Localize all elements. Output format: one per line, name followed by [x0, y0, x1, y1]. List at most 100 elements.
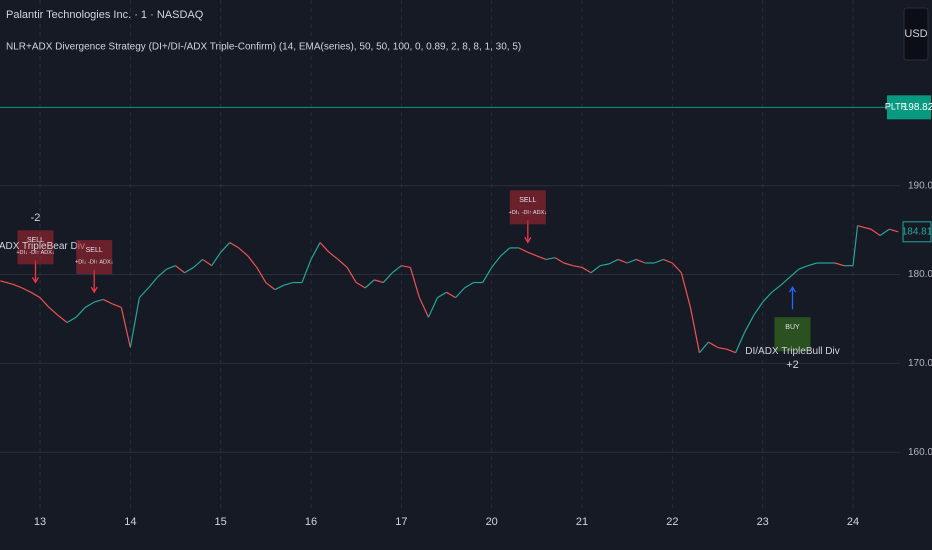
- price-segment: [265, 282, 276, 291]
- signal-detail: +DI↓ -DI↑ ADX↓: [509, 210, 548, 216]
- x-tick-label: 15: [215, 516, 227, 528]
- x-tick-label: 20: [486, 516, 498, 528]
- price-segment: [888, 228, 899, 233]
- price-segment: [84, 301, 95, 308]
- x-tick-label: 22: [666, 516, 678, 528]
- price-segment: [328, 251, 339, 260]
- signal-box[interactable]: [774, 317, 811, 352]
- price-segment: [807, 262, 818, 267]
- price-segment: [184, 266, 194, 274]
- price-segment: [120, 307, 131, 348]
- price-segment: [735, 332, 746, 353]
- symbol-tag-label: PLTR: [885, 102, 908, 112]
- price-segment: [671, 262, 682, 274]
- price-segment: [418, 297, 429, 318]
- x-tick-label: 17: [395, 516, 407, 528]
- reference-tag-label: 198.82: [903, 102, 932, 113]
- price-segment: [0, 280, 14, 285]
- price-segment: [102, 298, 113, 305]
- price-segment: [680, 272, 692, 308]
- price-segment: [355, 282, 366, 289]
- price-segment: [689, 307, 701, 353]
- price-segment: [364, 279, 375, 289]
- price-segment: [346, 267, 357, 283]
- price-segment: [554, 257, 565, 264]
- price-segment: [852, 225, 859, 266]
- price-segment: [581, 266, 592, 274]
- price-segment: [409, 267, 420, 298]
- signal-qty: -2: [31, 212, 41, 224]
- price-segment: [247, 255, 258, 268]
- price-segment: [771, 284, 782, 293]
- price-segment: [301, 259, 312, 283]
- price-segment: [147, 276, 158, 289]
- chart-title: Palantir Technologies Inc. · 1 · NASDAQ: [6, 9, 204, 21]
- price-segment: [401, 265, 411, 269]
- price-segment: [48, 306, 59, 316]
- signal-text: DI/ADX TripleBear Div: [0, 241, 85, 252]
- price-segment: [834, 262, 845, 267]
- price-segment: [744, 315, 755, 333]
- price-segment: [572, 265, 583, 269]
- price-segment: [608, 258, 619, 265]
- signal-box[interactable]: [76, 240, 113, 275]
- x-tick-label: 21: [576, 516, 588, 528]
- price-segment: [699, 341, 709, 354]
- price-segment: [753, 301, 764, 316]
- currency-label: USD: [904, 28, 927, 40]
- price-segment: [283, 281, 294, 286]
- x-tick-label: 23: [757, 516, 769, 528]
- price-segment: [238, 247, 249, 257]
- price-segment: [536, 255, 547, 261]
- signal-detail: +DI↓ -DI↑ ADX↓: [75, 260, 114, 266]
- y-tick-label: 190.00: [908, 180, 932, 191]
- price-segment: [857, 225, 872, 230]
- price-segment: [112, 303, 122, 308]
- price-segment: [310, 242, 321, 260]
- signal-box[interactable]: [17, 230, 54, 265]
- symbol-tag: [887, 95, 905, 120]
- reference-tag: [905, 95, 931, 120]
- price-segment: [455, 287, 466, 299]
- signal-label: SELL: [27, 237, 44, 244]
- price-segment: [30, 291, 41, 299]
- price-segment: [220, 242, 231, 253]
- plot: [0, 225, 899, 354]
- x-tick-label: 24: [847, 516, 859, 528]
- price-segment: [21, 287, 32, 293]
- price-segment: [527, 251, 538, 257]
- price-segment: [464, 282, 474, 289]
- price-segment: [563, 262, 574, 267]
- price-segment: [726, 348, 736, 354]
- currency-button[interactable]: [903, 7, 929, 61]
- price-segment: [590, 265, 601, 274]
- signal-label: BUY: [785, 324, 800, 331]
- signal-qty: +2: [786, 359, 799, 371]
- price-segment: [374, 279, 384, 284]
- price-segment: [636, 258, 646, 264]
- y-tick-label: 160.00: [908, 447, 932, 458]
- price-segment: [138, 287, 149, 299]
- price-segment: [75, 307, 86, 318]
- price-segment: [94, 298, 104, 303]
- price-segment: [879, 228, 890, 236]
- price-segment: [175, 265, 185, 274]
- price-segment: [617, 258, 628, 264]
- price-segment: [391, 265, 402, 274]
- price-segment: [663, 258, 673, 264]
- indicator-label: NLR+ADX Divergence Strategy (DI+/DI-/ADX…: [6, 42, 521, 53]
- grid: 160.00 170.00 180.00 190.00 13 14 15 16 17 20 21 22…: [0, 0, 932, 528]
- price-segment: [382, 272, 393, 283]
- price-segment: [274, 284, 285, 291]
- signal-box[interactable]: [509, 190, 546, 225]
- x-tick-label: 14: [124, 516, 136, 528]
- price-segment: [166, 265, 176, 270]
- price-segment: [157, 268, 167, 278]
- price-segment: [256, 267, 267, 283]
- signal-label: SELL: [519, 197, 536, 204]
- price-segment: [545, 257, 556, 261]
- price-segment: [626, 258, 637, 264]
- price-segment: [599, 263, 610, 267]
